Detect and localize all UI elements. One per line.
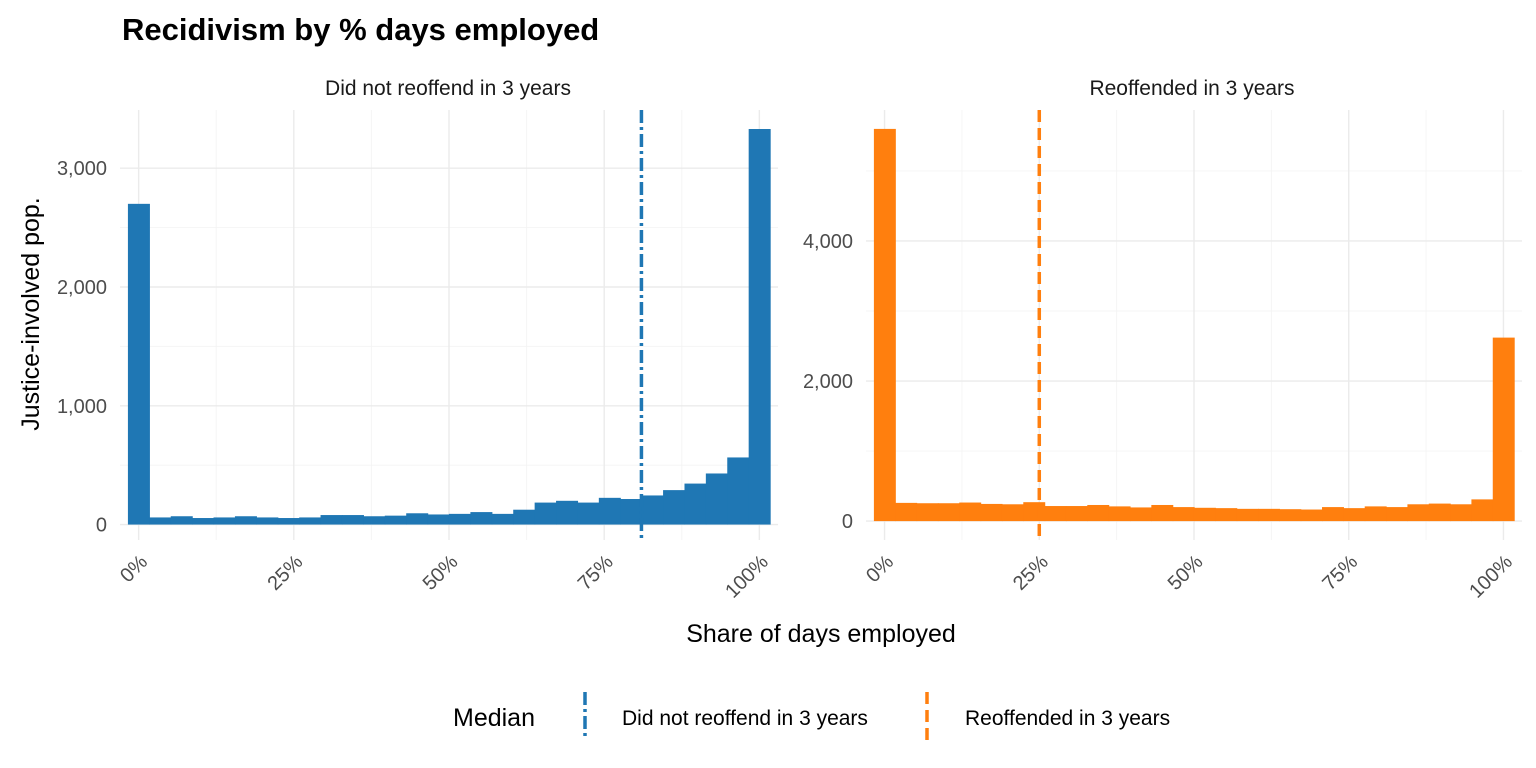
y-tick-label: 0	[842, 511, 853, 533]
x-tick-label: 75%	[1318, 551, 1362, 595]
histogram-bar	[1236, 508, 1259, 522]
histogram-bar	[491, 513, 514, 525]
y-tick-label: 1,000	[57, 396, 107, 418]
histogram-bar	[1108, 506, 1131, 522]
histogram-bar	[1450, 504, 1473, 522]
y-tick-label: 2,000	[803, 371, 853, 393]
x-tick-label: 100%	[1465, 551, 1517, 603]
histogram-bar	[895, 502, 918, 522]
histogram-bars-did-not-reoffend	[127, 129, 771, 525]
histogram-bar	[170, 516, 193, 525]
legend-label-did-not-reoffend: Did not reoffend in 3 years	[622, 707, 868, 730]
x-tick-label: 25%	[263, 551, 307, 595]
histogram-bar	[470, 512, 493, 525]
x-tick-label: 50%	[1164, 551, 1208, 595]
histogram-bar	[513, 509, 536, 525]
histogram-bar	[427, 514, 450, 525]
histogram-bar	[1300, 509, 1323, 522]
legend-label-reoffended: Reoffended in 3 years	[965, 707, 1170, 730]
histogram-bar	[705, 473, 728, 525]
histogram-bar	[1001, 504, 1024, 522]
histogram-bar	[1258, 508, 1280, 522]
y-tick-label: 4,000	[803, 231, 853, 253]
chart-title: Recidivism by % days employed	[122, 12, 599, 47]
histogram-bar	[620, 499, 643, 525]
histogram-bar	[959, 502, 982, 522]
strip-label-did-not-reoffend: Did not reoffend in 3 years	[325, 77, 571, 100]
x-tick-label: 0%	[116, 551, 152, 587]
histogram-bar	[748, 129, 771, 525]
histogram-bar	[149, 517, 172, 525]
histogram-bar	[534, 502, 557, 525]
histogram-bar	[1407, 504, 1430, 522]
strip-label-reoffended: Reoffended in 3 years	[1089, 77, 1294, 100]
histogram-bar	[384, 515, 407, 525]
histogram-bar	[256, 517, 279, 525]
histogram-bar	[641, 495, 664, 525]
histogram-bar	[1343, 508, 1366, 522]
x-tick-label: 0%	[862, 551, 898, 587]
histogram-bar	[320, 515, 343, 525]
x-tick-label: 50%	[419, 551, 463, 595]
histogram-bar	[1129, 507, 1152, 522]
histogram-bar	[448, 513, 471, 525]
histogram-bar	[299, 517, 322, 525]
x-tick-label: 75%	[574, 551, 618, 595]
x-tick-label: 100%	[721, 551, 773, 603]
histogram-bar	[1428, 503, 1451, 522]
histogram-bars-reoffended	[873, 128, 1515, 522]
histogram-bar	[1215, 508, 1238, 522]
histogram-bar	[1023, 502, 1046, 522]
legend: Median Did not reoffend in 3 years Reoff…	[453, 692, 1170, 740]
histogram-bar	[127, 203, 150, 525]
histogram-bar	[1172, 507, 1195, 522]
y-tick-label: 2,000	[57, 277, 107, 299]
histogram-bar	[727, 457, 750, 525]
histogram-bar	[556, 500, 579, 525]
panel-reoffended: Reoffended in 3 years 0 2,000 4,000 0% 25% 50…	[803, 77, 1522, 603]
histogram-bar	[341, 515, 364, 525]
histogram-bar	[406, 513, 429, 525]
panel-did-not-reoffend: Did not reoffend in 3 years 0 1,000 2,000 3…	[57, 77, 778, 603]
histogram-bar	[873, 128, 896, 522]
histogram-bar	[1471, 499, 1494, 522]
histogram-bar	[577, 502, 600, 525]
histogram-bar	[916, 503, 939, 522]
legend-title: Median	[453, 704, 535, 732]
histogram-bar	[277, 518, 300, 525]
y-tick-label: 0	[96, 515, 107, 537]
histogram-bar	[937, 503, 960, 522]
histogram-bar	[1386, 507, 1409, 522]
histogram-bar	[663, 490, 686, 525]
histogram-bar	[1322, 507, 1344, 522]
histogram-bar	[1151, 504, 1174, 522]
histogram-bar	[1044, 506, 1067, 522]
histogram-bar	[1193, 507, 1216, 522]
x-tick-label: 25%	[1009, 551, 1053, 595]
histogram-bar	[1492, 337, 1515, 522]
histogram-bar	[684, 483, 707, 525]
histogram-bar	[1087, 504, 1110, 522]
histogram-bar	[192, 518, 215, 525]
histogram-bar	[234, 516, 257, 525]
histogram-bar	[1364, 506, 1387, 522]
histogram-bar	[980, 503, 1003, 522]
histogram-bar	[598, 497, 621, 525]
histogram-bar	[213, 517, 236, 525]
histogram-bar	[363, 516, 386, 525]
gridlines-did-not-reoffend	[120, 110, 778, 540]
y-axis-title: Justice-involved pop.	[17, 197, 45, 430]
y-tick-label: 3,000	[57, 158, 107, 180]
gridlines-reoffended	[866, 110, 1522, 540]
histogram-bar	[1279, 509, 1302, 522]
x-axis-title: Share of days employed	[686, 620, 956, 648]
histogram-bar	[1065, 506, 1088, 522]
